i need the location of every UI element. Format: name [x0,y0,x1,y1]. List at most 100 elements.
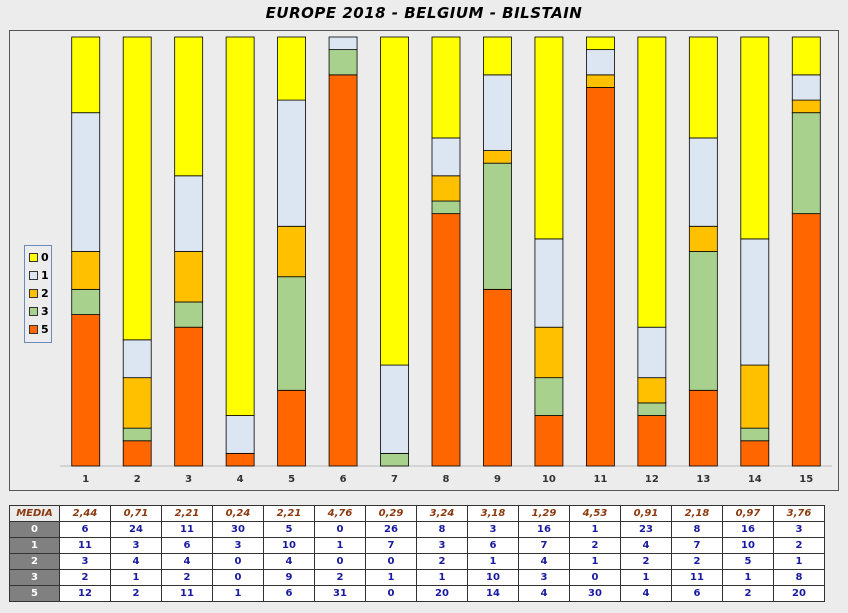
table-cell: 0 [212,569,264,586]
table-cell: 3,76 [773,505,825,522]
table-cell: 3 [518,569,570,586]
bar-segment-4-0 [225,36,255,416]
table-cell: 2 [671,553,723,570]
table-cell: 20 [416,585,468,602]
row-header: MEDIA [9,505,60,522]
table-cell: 1 [110,569,162,586]
table-cell: 2 [416,553,468,570]
row-header: 0 [9,521,60,538]
bar-segment-6-3 [328,49,358,76]
table-cell: 0,24 [212,505,264,522]
x-tick-label: 5 [288,474,295,485]
bar-segment-12-5 [637,415,667,467]
table-cell: 3 [773,521,825,538]
bar-segment-3-2 [174,251,204,303]
bar-segment-7-0 [380,36,409,366]
bar-segment-5-2 [277,225,307,278]
table-cell: 3,24 [416,505,468,522]
bar-segment-9-2 [483,150,512,164]
bar-segment-3-5 [174,326,204,467]
table-cell: 20 [773,585,825,602]
table-cell: 2,44 [59,505,111,522]
row-header: 3 [9,569,60,586]
table-cell: 3 [110,537,162,554]
chart-title: EUROPE 2018 - BELGIUM - BILSTAIN [265,4,583,22]
data-table: MEDIA 2,44 0,71 2,21 0,24 2,21 4,76 0,29 3,24 3,1… [9,505,825,602]
table-cell: 2 [59,569,111,586]
table-cell: 0 [314,553,366,570]
legend-label: 3 [41,304,49,318]
table-cell: 4 [110,553,162,570]
table-cell: 4 [620,585,672,602]
x-tick-label: 14 [748,474,762,485]
table-cell: 26 [365,521,417,538]
table-cell: 1 [722,569,774,586]
bar-segment-5-0 [277,36,307,101]
row-header: 2 [9,553,60,570]
table-cell: 8 [773,569,825,586]
table-cell: 1 [569,553,621,570]
table-cell: 12 [59,585,111,602]
table-cell: 0,29 [365,505,417,522]
bar-segment-1-3 [71,288,101,315]
bar-segment-15-1 [791,74,821,101]
table-cell: 6 [467,537,519,554]
bar-segment-1-2 [71,251,101,290]
table-cell: 16 [722,521,774,538]
table-cell: 14 [467,585,519,602]
bar-segment-6-5 [328,74,358,467]
table-cell: 2 [110,585,162,602]
x-tick-label: 3 [185,474,192,485]
bar-segment-12-0 [637,36,667,328]
row-header: 5 [9,585,60,602]
table-cell: 11 [161,585,213,602]
bar-segment-7-1 [380,364,409,454]
bar-segment-1-0 [71,36,101,114]
bar-segment-2-0 [122,36,152,341]
table-cell: 6 [59,521,111,538]
x-tick-label: 12 [645,474,659,485]
bar-segment-8-0 [431,36,461,139]
table-cell: 8 [671,521,723,538]
bar-segment-8-1 [431,137,461,177]
bar-segment-14-5 [740,440,770,467]
table-cell: 1 [365,569,417,586]
table-cell: 2 [620,553,672,570]
table-cell: 0 [365,585,417,602]
table-cell: 6 [671,585,723,602]
table-cell: 2,21 [263,505,315,522]
table-cell: 3 [467,521,519,538]
legend-item-2: 2 [29,286,49,300]
table-row-3: 3 2 1 2 0 9 2 1 1 10 3 0 1 11 1 8 [9,569,825,586]
table-cell: 0,71 [110,505,162,522]
bar-segment-13-2 [688,225,718,252]
table-cell: 5 [263,521,315,538]
table-cell: 31 [314,585,366,602]
x-tick-label: 2 [134,474,141,485]
table-cell: 4 [620,537,672,554]
bar-segment-2-1 [122,339,152,379]
bar-segment-15-5 [791,213,821,467]
legend-item-5: 5 [29,322,49,336]
bar-segment-12-1 [637,326,667,379]
table-cell: 10 [467,569,519,586]
bar-segment-11-2 [586,74,615,88]
bar-segment-13-5 [688,389,718,467]
table-cell: 23 [620,521,672,538]
table-cell: 4,76 [314,505,366,522]
table-cell: 30 [212,521,264,538]
bar-segment-2-5 [122,440,152,467]
bar-segment-13-0 [688,36,718,139]
table-row-0: 0 6 24 11 30 5 0 26 8 3 16 1 23 8 16 3 [9,521,825,538]
table-cell: 7 [518,537,570,554]
table-cell: 7 [365,537,417,554]
bar-segment-9-3 [483,162,512,290]
legend-item-0: 0 [29,250,49,264]
table-cell: 0 [569,569,621,586]
bar-segment-8-3 [431,200,461,215]
table-cell: 16 [518,521,570,538]
bar-segment-2-3 [122,427,152,442]
x-tick-label: 6 [340,474,347,485]
legend-label: 0 [41,250,49,264]
